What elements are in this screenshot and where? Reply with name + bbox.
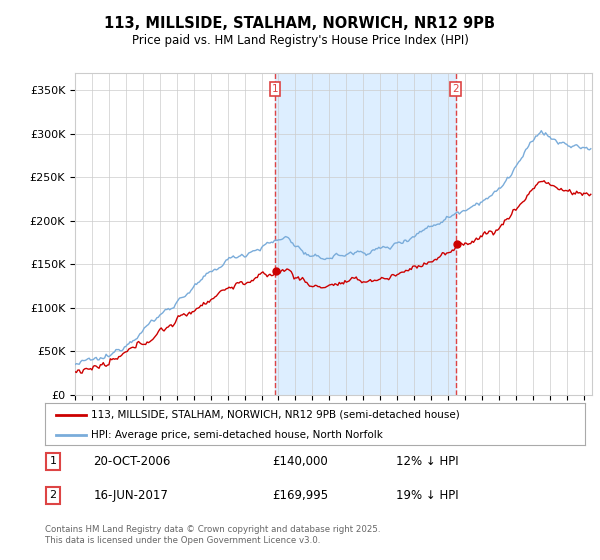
Text: 2: 2	[452, 84, 459, 94]
Text: 16-JUN-2017: 16-JUN-2017	[94, 489, 169, 502]
Text: 2: 2	[50, 491, 56, 501]
Text: 20-OCT-2006: 20-OCT-2006	[94, 455, 171, 468]
Text: 1: 1	[50, 456, 56, 466]
Text: 113, MILLSIDE, STALHAM, NORWICH, NR12 9PB: 113, MILLSIDE, STALHAM, NORWICH, NR12 9P…	[104, 16, 496, 31]
Bar	[275, 73, 456, 395]
Text: Contains HM Land Registry data © Crown copyright and database right 2025.
This d: Contains HM Land Registry data © Crown c…	[45, 525, 380, 545]
Text: £140,000: £140,000	[272, 455, 328, 468]
Text: 12% ↓ HPI: 12% ↓ HPI	[396, 455, 458, 468]
Text: £169,995: £169,995	[272, 489, 328, 502]
Text: 1: 1	[272, 84, 278, 94]
Text: HPI: Average price, semi-detached house, North Norfolk: HPI: Average price, semi-detached house,…	[91, 430, 383, 440]
Text: 19% ↓ HPI: 19% ↓ HPI	[396, 489, 458, 502]
Text: Price paid vs. HM Land Registry's House Price Index (HPI): Price paid vs. HM Land Registry's House …	[131, 34, 469, 47]
Text: 113, MILLSIDE, STALHAM, NORWICH, NR12 9PB (semi-detached house): 113, MILLSIDE, STALHAM, NORWICH, NR12 9P…	[91, 410, 460, 420]
